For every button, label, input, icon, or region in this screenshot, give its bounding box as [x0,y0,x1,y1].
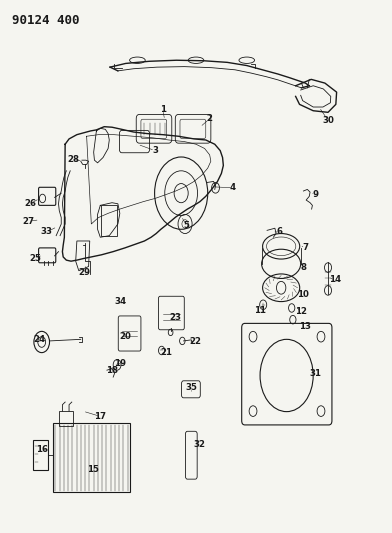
Text: 19: 19 [114,359,126,368]
Text: 30: 30 [322,116,334,125]
Text: 17: 17 [94,412,106,421]
Bar [53,423,130,492]
Text: 27: 27 [23,217,35,226]
Text: 16: 16 [36,446,48,455]
Text: 31: 31 [309,369,321,378]
Text: 11: 11 [254,305,267,314]
Text: 23: 23 [170,312,181,321]
Text: 3: 3 [152,146,158,155]
Text: 28: 28 [67,155,79,164]
Text: 24: 24 [33,335,45,344]
Text: 5: 5 [183,221,189,230]
Text: 4: 4 [230,183,236,192]
Text: 20: 20 [119,332,131,341]
Text: 90124 400: 90124 400 [13,14,80,27]
Text: 2: 2 [207,114,213,123]
Text: 14: 14 [328,275,341,284]
Text: 35: 35 [185,383,197,392]
Bar [102,205,117,236]
Text: 21: 21 [161,348,173,357]
Text: 15: 15 [87,465,98,474]
Text: 1: 1 [160,105,166,114]
Text: 34: 34 [115,296,127,305]
Text: 9: 9 [312,190,318,199]
Text: 26: 26 [24,199,36,208]
Text: 12: 12 [295,307,307,316]
Text: 22: 22 [189,337,201,346]
Text: 29: 29 [79,269,91,277]
Text: 6: 6 [277,228,283,237]
Bar [33,440,48,470]
Text: 8: 8 [300,263,307,272]
Text: 25: 25 [29,254,41,263]
Bar [58,411,73,426]
Text: 7: 7 [302,244,309,253]
Text: 33: 33 [41,228,53,237]
Text: 10: 10 [298,289,309,298]
Text: 32: 32 [193,440,205,449]
Text: 13: 13 [299,321,310,330]
Text: 18: 18 [106,366,118,375]
